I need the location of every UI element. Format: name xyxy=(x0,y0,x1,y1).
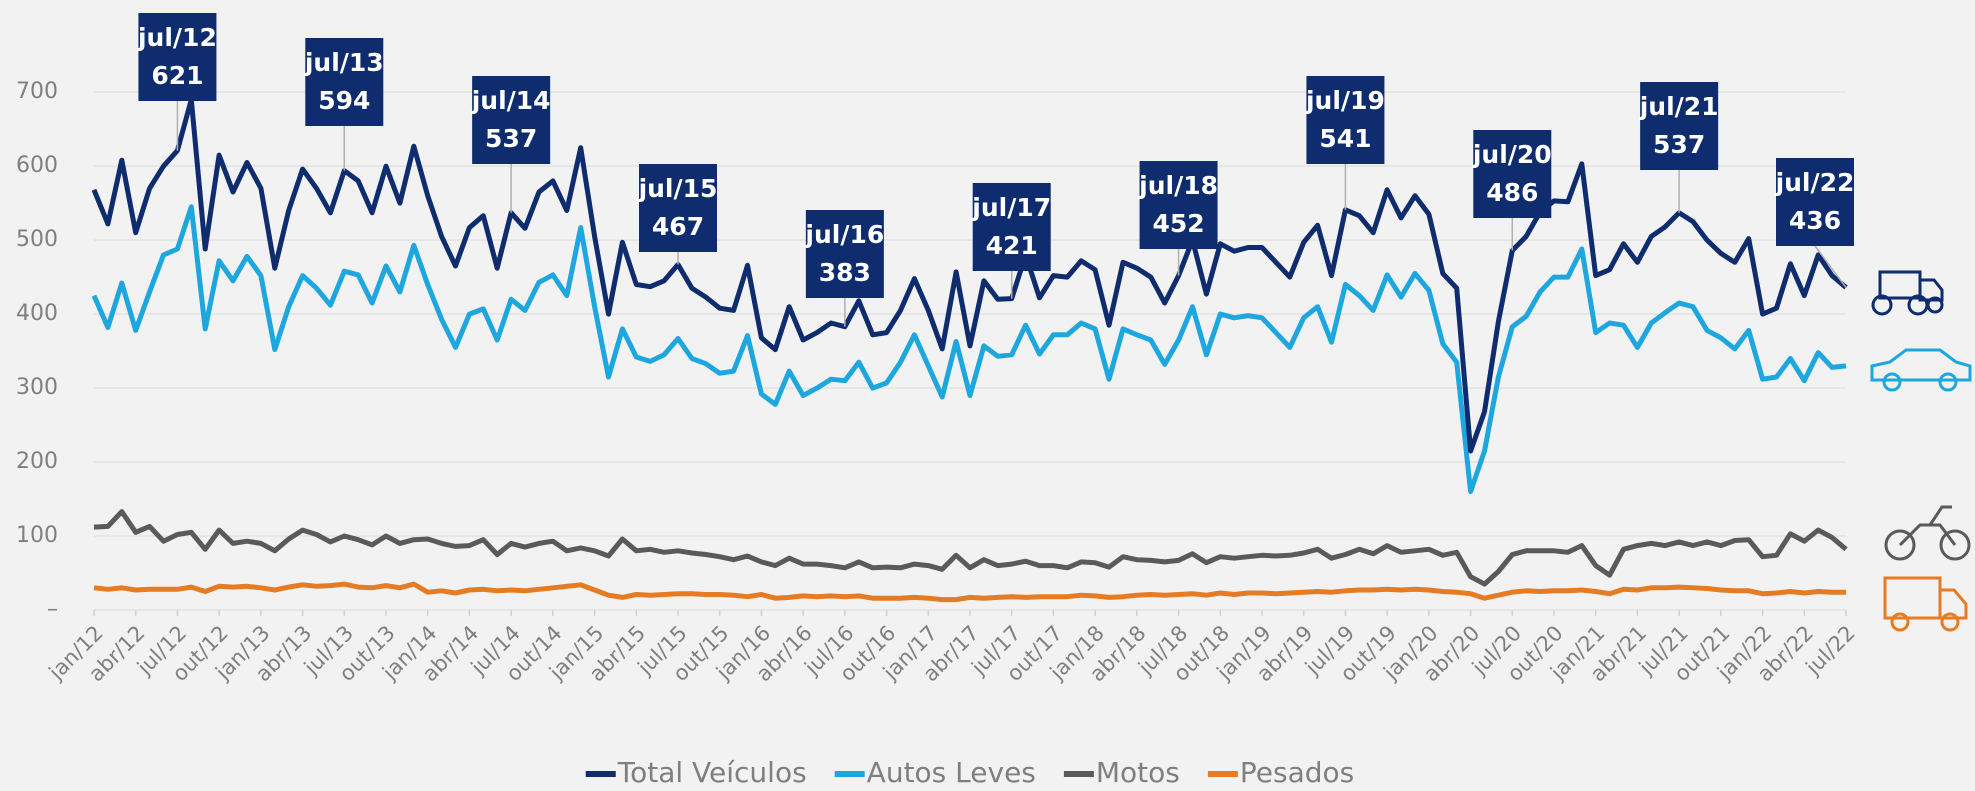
total-icon xyxy=(1871,270,1944,316)
annotation-label: jul/13 xyxy=(304,48,384,77)
series-line xyxy=(91,97,1848,454)
legend-label: Pesados xyxy=(1240,756,1354,789)
annotation-value: 467 xyxy=(652,212,704,241)
annotation-box xyxy=(805,210,884,298)
annotation-label: jul/14 xyxy=(471,86,551,115)
annotation-value: 537 xyxy=(485,124,537,153)
leader-line xyxy=(1814,245,1847,288)
vehicle-icons xyxy=(1870,270,1972,632)
van-icon xyxy=(1883,576,1968,632)
legend-label: Total Veículos xyxy=(617,756,807,789)
annotation-box xyxy=(1306,76,1385,164)
car-icon xyxy=(1870,348,1972,392)
annotation-value: 436 xyxy=(1789,206,1841,235)
annotation-label: jul/19 xyxy=(1305,86,1385,115)
y-tick-label: 100 xyxy=(16,523,58,548)
annotation-value: 621 xyxy=(151,61,203,90)
y-tick-label: – xyxy=(47,597,58,622)
annotation-box xyxy=(1640,82,1719,170)
annotation-box xyxy=(1473,130,1552,218)
annotation-label: jul/22 xyxy=(1775,168,1855,197)
annotation-value: 486 xyxy=(1486,178,1538,207)
annotation-label: jul/15 xyxy=(638,174,718,203)
annotation-value: 541 xyxy=(1319,124,1371,153)
annotation-label: jul/12 xyxy=(137,23,217,52)
legend: Total Veículos Autos Leves Motos Pesados xyxy=(585,756,1354,789)
y-tick-label: 300 xyxy=(16,375,58,400)
series-line xyxy=(93,509,1848,587)
legend-label: Motos xyxy=(1096,756,1180,789)
annotation-value: 383 xyxy=(819,258,871,287)
annotation-label: jul/16 xyxy=(804,220,884,249)
annotation-box xyxy=(972,183,1051,271)
moto-icon xyxy=(1884,505,1971,561)
annotation-value: 594 xyxy=(318,86,370,115)
annotation-label: jul/20 xyxy=(1472,140,1552,169)
annotation-label: jul/17 xyxy=(971,193,1051,222)
y-tick-label: 200 xyxy=(16,449,58,474)
annotation-box xyxy=(1139,161,1218,249)
y-tick-label: 600 xyxy=(16,153,58,178)
annotation-value: 452 xyxy=(1152,209,1204,238)
annotation-value: 537 xyxy=(1653,130,1705,159)
y-tick-label: 700 xyxy=(16,79,58,104)
annotation-box xyxy=(472,76,551,164)
annotation-label: jul/21 xyxy=(1639,92,1719,121)
y-tick-label: 400 xyxy=(16,301,58,326)
annotation-label: jul/18 xyxy=(1138,171,1218,200)
legend-label: Autos Leves xyxy=(867,756,1036,789)
series-line xyxy=(93,581,1846,603)
annotation-box xyxy=(1776,158,1854,246)
annotation-box xyxy=(138,13,217,101)
annotation-value: 421 xyxy=(986,231,1038,260)
series-line xyxy=(91,204,1847,495)
annotation-box xyxy=(305,38,384,126)
annotation-box xyxy=(639,164,717,252)
y-tick-label: 500 xyxy=(16,227,58,252)
